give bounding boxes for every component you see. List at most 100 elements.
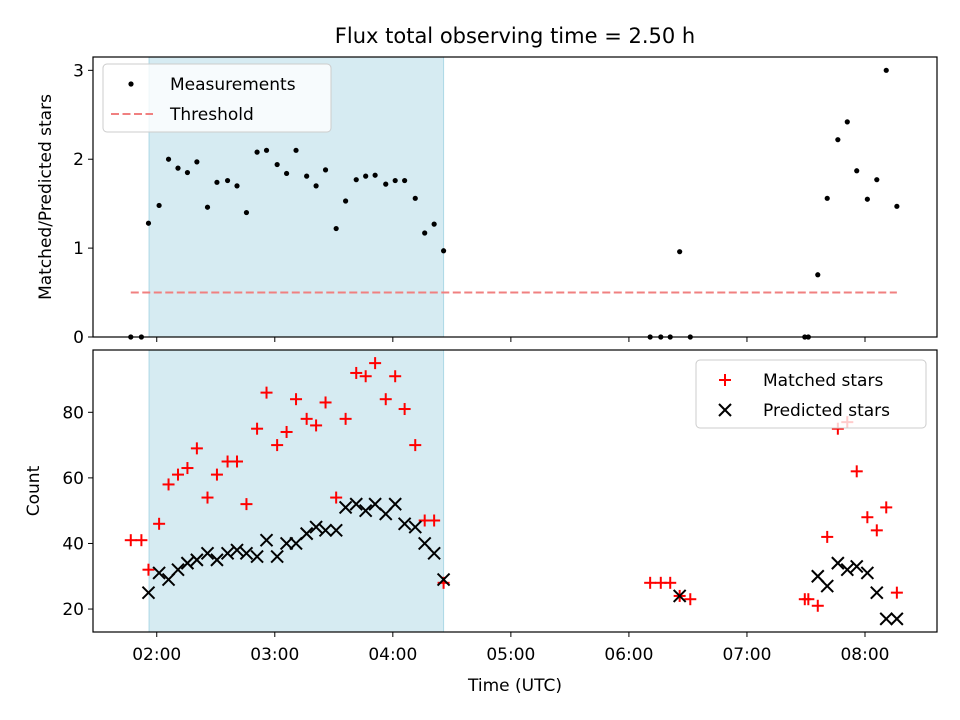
measurements-point bbox=[392, 177, 398, 184]
ratio-legend-box bbox=[102, 63, 332, 133]
matched-stars-point bbox=[428, 514, 441, 527]
measurements-point bbox=[274, 161, 280, 168]
measurements-point bbox=[815, 272, 821, 278]
predicted-stars-point bbox=[368, 497, 382, 511]
y-tick-label: 60 bbox=[62, 469, 84, 489]
measurements-point bbox=[894, 203, 900, 209]
matched-stars-point bbox=[124, 534, 137, 547]
predicted-stars-point bbox=[220, 546, 235, 561]
predicted-stars-point bbox=[239, 546, 254, 561]
measurements-point bbox=[322, 167, 329, 173]
measurements-point bbox=[422, 230, 428, 236]
matched-stars-point bbox=[153, 517, 166, 530]
y-tick-label: 40 bbox=[62, 534, 84, 554]
matched-stars-point bbox=[319, 396, 332, 409]
matched-stars-point bbox=[280, 425, 293, 438]
y-tick-label: 0 bbox=[73, 328, 84, 348]
measurements-point bbox=[234, 183, 240, 189]
matched-stars-point bbox=[811, 599, 824, 612]
measurements-point bbox=[412, 195, 418, 201]
matched-stars-point bbox=[210, 468, 223, 481]
predicted-stars-point bbox=[259, 533, 274, 547]
measurements-point bbox=[156, 202, 162, 209]
predicted-stars-point bbox=[436, 572, 451, 587]
predicted-stars-point bbox=[879, 612, 893, 626]
predicted-stars-point bbox=[210, 553, 224, 567]
measurements-point bbox=[343, 198, 349, 204]
shaded-region bbox=[148, 349, 445, 633]
ratio-plot-area bbox=[128, 67, 900, 340]
matched-stars-point bbox=[142, 563, 155, 576]
matched-stars-point bbox=[389, 370, 402, 383]
matched-stars-point bbox=[201, 491, 214, 504]
measurements-point bbox=[263, 147, 270, 153]
matched-stars-point bbox=[290, 393, 303, 406]
matched-stars-point bbox=[350, 366, 363, 379]
y-tick-label: 20 bbox=[62, 600, 84, 620]
matched-stars-point bbox=[379, 393, 392, 406]
matched-stars-point bbox=[330, 491, 343, 504]
x-tick-label: 03:00 bbox=[250, 645, 299, 665]
matched-stars-point bbox=[240, 498, 253, 511]
measurements-point bbox=[864, 196, 870, 202]
measurements-point bbox=[184, 169, 191, 176]
predicted-stars-point bbox=[349, 497, 363, 511]
measurements-point bbox=[145, 220, 152, 226]
matched-stars-point bbox=[162, 478, 175, 491]
measurements-point bbox=[844, 119, 850, 125]
legend-measurements-label: Measurements bbox=[170, 75, 296, 95]
matched-stars-point bbox=[135, 534, 148, 547]
counts-panel: Matched stars Predicted stars 20 40 60 80 0… bbox=[24, 349, 938, 696]
ratio-y-axis-label: Matched/Predicted stars bbox=[36, 94, 56, 300]
measurements-point bbox=[431, 221, 437, 227]
predicted-stars-point bbox=[171, 562, 185, 577]
predicted-stars-point bbox=[250, 549, 264, 564]
predicted-stars-point bbox=[190, 553, 204, 567]
matched-stars-point bbox=[850, 465, 863, 478]
predicted-stars-point bbox=[338, 500, 353, 515]
x-tick-label: 08:00 bbox=[840, 645, 889, 665]
measurements-point bbox=[214, 179, 220, 185]
measurements-point bbox=[440, 248, 447, 254]
matched-stars-point bbox=[310, 419, 323, 432]
predicted-stars-point bbox=[850, 559, 864, 574]
predicted-stars-point bbox=[299, 526, 314, 541]
predicted-stars-point bbox=[672, 589, 687, 603]
predicted-stars-point bbox=[397, 517, 412, 531]
matched-stars-point bbox=[231, 455, 244, 468]
predicted-stars-point bbox=[427, 546, 441, 561]
legend-matched-marker bbox=[719, 374, 731, 386]
matched-stars-point bbox=[664, 576, 677, 589]
matched-stars-point bbox=[251, 422, 264, 435]
measurements-point bbox=[402, 177, 408, 184]
predicted-stars-point bbox=[141, 585, 156, 600]
predicted-stars-point bbox=[289, 536, 303, 551]
predicted-stars-point bbox=[831, 556, 845, 570]
matched-stars-point bbox=[861, 511, 874, 524]
measurements-point bbox=[313, 183, 319, 189]
measurements-point bbox=[165, 156, 172, 162]
predicted-stars-point bbox=[890, 612, 904, 626]
matched-stars-point bbox=[190, 442, 203, 455]
matched-stars-point bbox=[870, 524, 883, 537]
matched-stars-point bbox=[171, 468, 184, 481]
observing-window-shade bbox=[148, 349, 445, 633]
counts-y-axis: 20 40 60 80 bbox=[62, 403, 93, 620]
measurements-point bbox=[224, 177, 231, 184]
matched-stars-point bbox=[880, 501, 893, 514]
counts-plot-area bbox=[124, 357, 904, 626]
x-tick-label: 02:00 bbox=[132, 645, 181, 665]
y-tick-label: 3 bbox=[73, 61, 84, 81]
measurements-point bbox=[677, 249, 683, 255]
legend-matched-label: Matched stars bbox=[763, 371, 883, 391]
legend-predicted-marker bbox=[718, 403, 732, 417]
x-tick-label: 04:00 bbox=[368, 645, 417, 665]
predicted-stars-point bbox=[870, 585, 884, 600]
measurements-point bbox=[854, 168, 860, 174]
y-tick-label: 80 bbox=[62, 403, 84, 423]
measurements-point bbox=[874, 177, 880, 183]
predicted-stars-point bbox=[388, 497, 402, 511]
chart-title: Flux total observing time = 2.50 h bbox=[335, 24, 695, 48]
matched-stars-point bbox=[369, 357, 382, 370]
